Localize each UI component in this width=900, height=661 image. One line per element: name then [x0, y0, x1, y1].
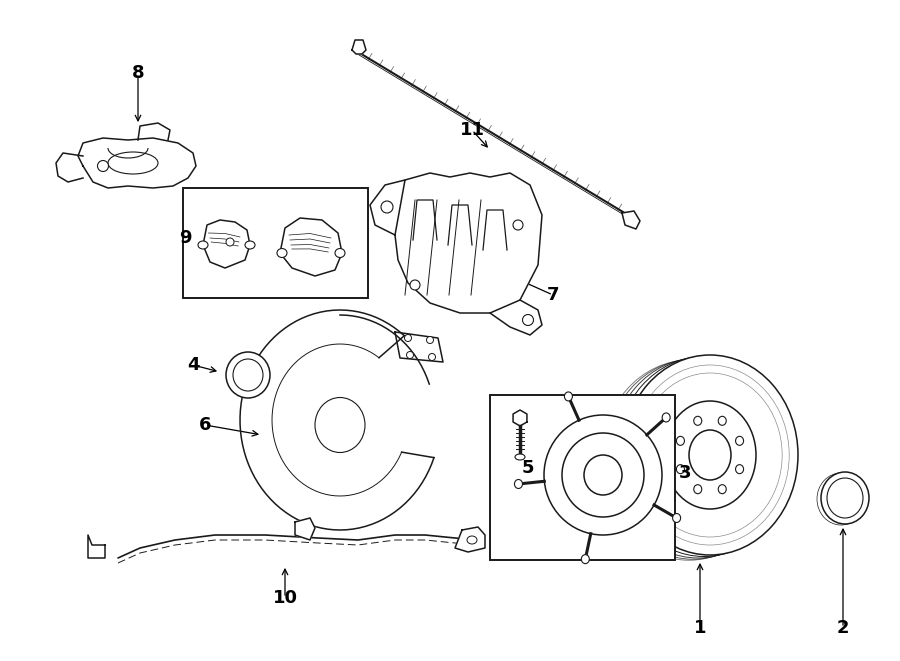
Ellipse shape [694, 485, 702, 494]
Ellipse shape [664, 401, 756, 509]
Text: 11: 11 [460, 121, 484, 139]
Ellipse shape [233, 359, 263, 391]
Text: 2: 2 [837, 619, 850, 637]
Text: 1: 1 [694, 619, 706, 637]
Ellipse shape [694, 416, 702, 425]
Ellipse shape [523, 315, 534, 325]
Ellipse shape [735, 436, 743, 446]
Ellipse shape [410, 280, 420, 290]
Polygon shape [455, 527, 485, 552]
Ellipse shape [245, 241, 255, 249]
Polygon shape [352, 40, 366, 54]
Polygon shape [88, 535, 105, 558]
Polygon shape [295, 518, 315, 540]
Ellipse shape [404, 334, 411, 342]
Ellipse shape [718, 485, 726, 494]
Ellipse shape [672, 514, 680, 522]
Ellipse shape [467, 536, 477, 544]
Ellipse shape [226, 238, 234, 246]
Ellipse shape [735, 465, 743, 474]
Ellipse shape [513, 220, 523, 230]
Ellipse shape [198, 241, 208, 249]
Text: 5: 5 [522, 459, 535, 477]
Ellipse shape [821, 472, 869, 524]
Polygon shape [280, 218, 342, 276]
Polygon shape [240, 310, 434, 530]
Ellipse shape [515, 479, 523, 488]
Polygon shape [203, 220, 250, 268]
Ellipse shape [581, 555, 590, 564]
Ellipse shape [335, 249, 345, 258]
Ellipse shape [277, 249, 287, 258]
Ellipse shape [428, 354, 436, 360]
Ellipse shape [315, 397, 365, 453]
Text: 9: 9 [179, 229, 191, 247]
Polygon shape [395, 332, 443, 362]
Polygon shape [395, 173, 542, 313]
Ellipse shape [97, 161, 109, 171]
Ellipse shape [622, 355, 798, 555]
Polygon shape [513, 410, 526, 426]
Ellipse shape [584, 455, 622, 495]
Ellipse shape [562, 433, 644, 517]
Ellipse shape [381, 201, 393, 213]
Ellipse shape [718, 416, 726, 425]
Ellipse shape [564, 392, 572, 401]
Text: 4: 4 [187, 356, 199, 374]
Bar [183, 188, 368, 298]
Ellipse shape [827, 478, 863, 518]
Text: 10: 10 [273, 589, 298, 607]
Text: 6: 6 [199, 416, 212, 434]
Ellipse shape [689, 430, 731, 480]
Ellipse shape [515, 454, 525, 460]
Ellipse shape [226, 352, 270, 398]
Text: 8: 8 [131, 64, 144, 82]
Ellipse shape [108, 152, 158, 174]
Ellipse shape [677, 436, 684, 446]
Ellipse shape [662, 413, 670, 422]
Ellipse shape [427, 336, 434, 344]
Ellipse shape [544, 415, 662, 535]
Bar [490, 395, 675, 560]
Ellipse shape [677, 465, 684, 474]
Text: 3: 3 [679, 464, 691, 482]
Text: 7: 7 [547, 286, 559, 304]
Ellipse shape [407, 352, 413, 358]
Polygon shape [622, 211, 640, 229]
Polygon shape [78, 138, 196, 188]
